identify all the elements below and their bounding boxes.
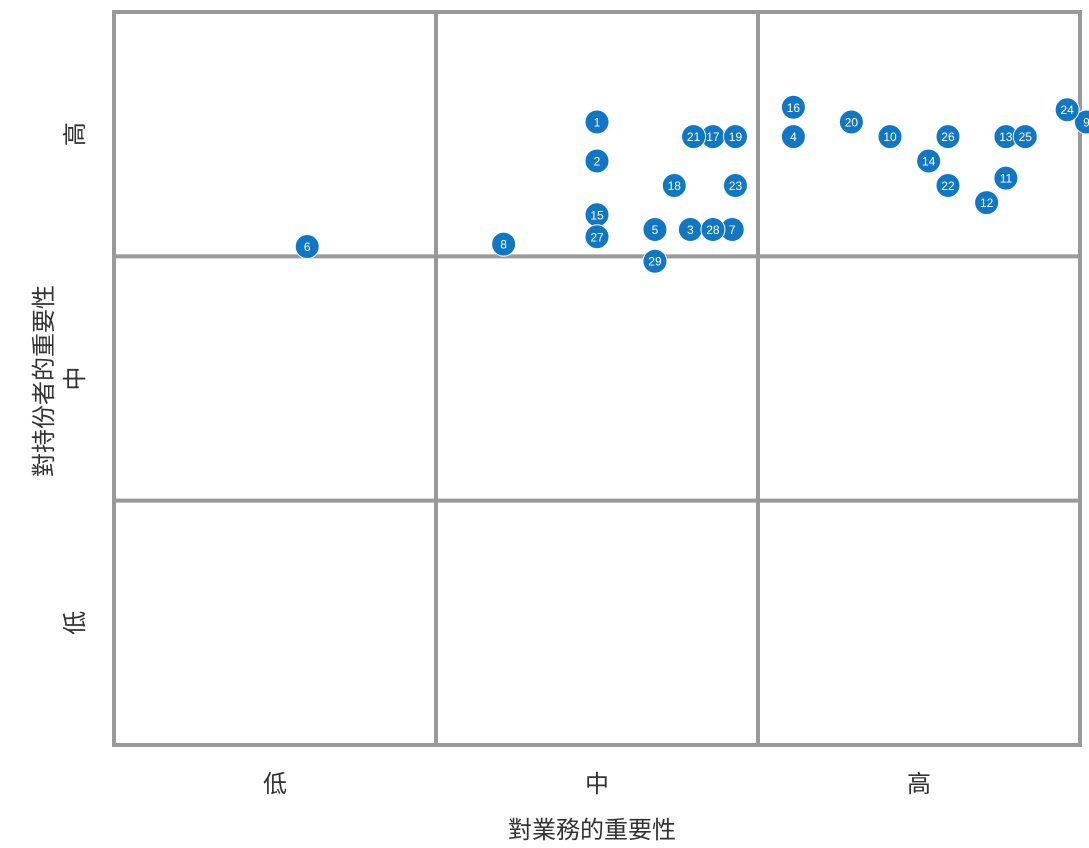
data-point-label: 4: [790, 130, 797, 144]
y-axis-tick-labels: 高中低: [61, 122, 89, 635]
data-point: 14: [916, 148, 942, 174]
data-point-label: 17: [706, 130, 720, 144]
data-point-label: 28: [706, 223, 720, 237]
data-point-label: 13: [999, 130, 1013, 144]
data-point-marker: [584, 148, 610, 174]
data-point: 22: [935, 172, 961, 198]
data-point-label: 20: [845, 115, 859, 129]
data-point-marker: [780, 124, 806, 150]
data-point-marker: [935, 172, 961, 198]
data-point: 6: [294, 234, 320, 260]
grid: [112, 10, 1082, 747]
y-tick-label: 中: [61, 367, 89, 391]
data-point-label: 27: [590, 230, 604, 244]
data-point: 1: [584, 109, 610, 135]
data-point: 11: [993, 165, 1019, 191]
data-point: 27: [584, 224, 610, 250]
data-point: 21: [681, 124, 707, 150]
data-point: 4: [780, 124, 806, 150]
data-point-marker: [974, 190, 1000, 216]
data-points: 1234567891011121314151617181920212223242…: [294, 94, 1089, 274]
x-axis-tick-labels: 低中高: [263, 770, 931, 798]
data-point-label: 23: [729, 179, 743, 193]
data-point-label: 22: [941, 179, 955, 193]
data-point-marker: [722, 172, 748, 198]
data-point: 13: [993, 124, 1019, 150]
data-point-label: 11: [1000, 172, 1013, 186]
data-point: 5: [642, 216, 668, 242]
data-point: 9: [1073, 109, 1089, 135]
data-point-label: 14: [922, 155, 936, 169]
x-tick-label: 低: [263, 770, 287, 798]
data-point-marker: [584, 109, 610, 135]
data-point-label: 6: [304, 240, 311, 254]
data-point-label: 3: [687, 223, 694, 237]
x-tick-label: 中: [585, 770, 609, 798]
data-point: 17: [700, 124, 726, 150]
data-point: 20: [838, 109, 864, 135]
data-point-marker: [877, 124, 903, 150]
data-point-marker: [722, 124, 748, 150]
data-point-marker: [1012, 124, 1038, 150]
data-point-marker: [584, 224, 610, 250]
data-point-marker: [1073, 109, 1089, 135]
data-point: 15: [584, 202, 610, 228]
data-point-marker: [681, 124, 707, 150]
data-point-label: 8: [500, 238, 507, 252]
data-point-marker: [838, 109, 864, 135]
x-axis-label: 對業務的重要性: [508, 816, 676, 844]
data-point-marker: [491, 231, 517, 257]
data-point-label: 16: [787, 101, 801, 115]
data-point-label: 9: [1083, 115, 1089, 129]
data-point-marker: [642, 248, 668, 274]
data-point-label: 5: [652, 223, 659, 237]
data-point-marker: [993, 165, 1019, 191]
data-point-marker: [642, 216, 668, 242]
data-point-label: 12: [980, 196, 994, 210]
data-point-label: 7: [729, 223, 736, 237]
data-point-label: 2: [594, 155, 601, 169]
data-point: 23: [722, 172, 748, 198]
data-point-marker: [294, 234, 320, 260]
y-tick-label: 低: [61, 611, 89, 635]
data-point: 19: [722, 124, 748, 150]
data-point: 10: [877, 124, 903, 150]
data-point: 3: [677, 216, 703, 242]
data-point-marker: [780, 94, 806, 120]
data-point-marker: [916, 148, 942, 174]
data-point: 26: [935, 124, 961, 150]
y-axis-label: 對持份者的重要性: [30, 285, 58, 477]
data-point: 28: [700, 216, 726, 242]
data-point: 16: [780, 94, 806, 120]
data-point-marker: [700, 216, 726, 242]
plot-border: [112, 10, 1082, 747]
data-point: 18: [661, 172, 687, 198]
data-point-label: 29: [648, 255, 662, 269]
data-point: 25: [1012, 124, 1038, 150]
data-point: 2: [584, 148, 610, 174]
data-point-marker: [661, 172, 687, 198]
data-point-label: 19: [729, 130, 743, 144]
data-point-label: 26: [941, 130, 955, 144]
data-point: 24: [1054, 97, 1080, 123]
data-point: 8: [491, 231, 517, 257]
y-tick-label: 高: [61, 122, 89, 146]
data-point: 12: [974, 190, 1000, 216]
data-point: 29: [642, 248, 668, 274]
data-point-label: 21: [687, 130, 701, 144]
data-point-marker: [1054, 97, 1080, 123]
data-point-label: 1: [594, 115, 601, 129]
data-point-label: 18: [668, 179, 682, 193]
data-point-label: 15: [590, 208, 604, 222]
x-tick-label: 高: [907, 770, 931, 798]
data-point-label: 24: [1060, 103, 1074, 117]
data-point-label: 25: [1019, 130, 1033, 144]
data-point-label: 10: [883, 130, 897, 144]
data-point-marker: [935, 124, 961, 150]
